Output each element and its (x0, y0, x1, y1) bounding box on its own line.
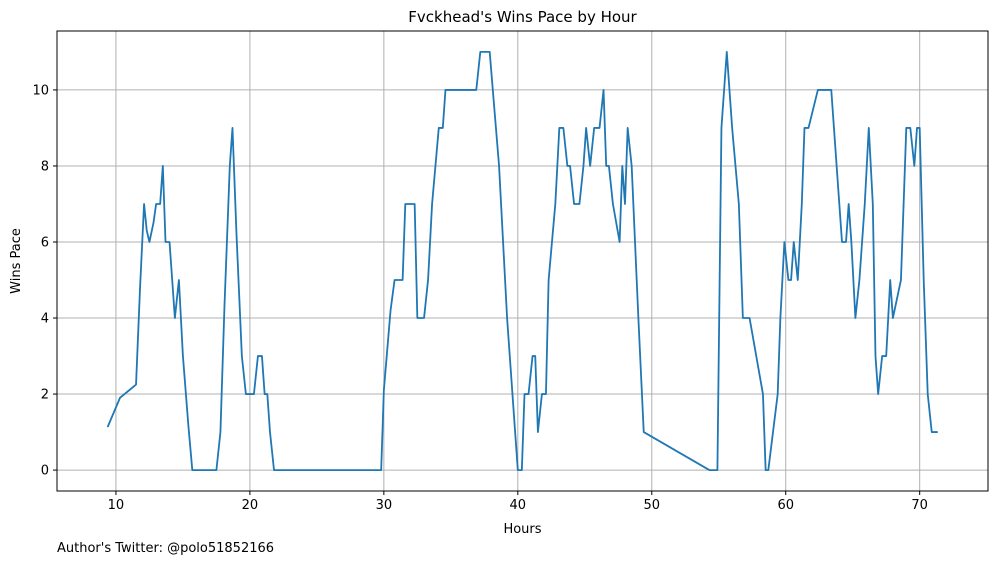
y-tick-label: 0 (41, 464, 49, 479)
y-axis-ticks: 0 2 4 6 8 10 (32, 83, 57, 479)
series-group (107, 51, 938, 471)
y-tick-label: 10 (32, 83, 49, 98)
x-tick-label: 40 (510, 498, 527, 513)
x-tick-label: 20 (242, 498, 259, 513)
x-tick-label: 30 (376, 498, 393, 513)
author-twitter-annotation: Author's Twitter: @polo51852166 (57, 541, 274, 556)
series-line-0 (107, 51, 938, 471)
y-tick-label: 8 (41, 159, 49, 174)
x-axis-ticks: 10 20 30 40 50 60 70 (108, 491, 928, 513)
x-tick-label: 60 (777, 498, 794, 513)
x-axis-label: Hours (503, 522, 541, 537)
y-tick-label: 2 (41, 388, 49, 403)
x-tick-label: 70 (911, 498, 928, 513)
y-tick-label: 6 (41, 235, 49, 250)
y-axis-label: Wins Pace (9, 228, 24, 294)
y-tick-label: 4 (41, 312, 49, 327)
grid (57, 31, 988, 491)
x-tick-label: 10 (108, 498, 125, 513)
x-tick-label: 50 (643, 498, 660, 513)
chart-title: Fvckhead's Wins Pace by Hour (408, 8, 637, 26)
plot-frame (56, 30, 989, 492)
